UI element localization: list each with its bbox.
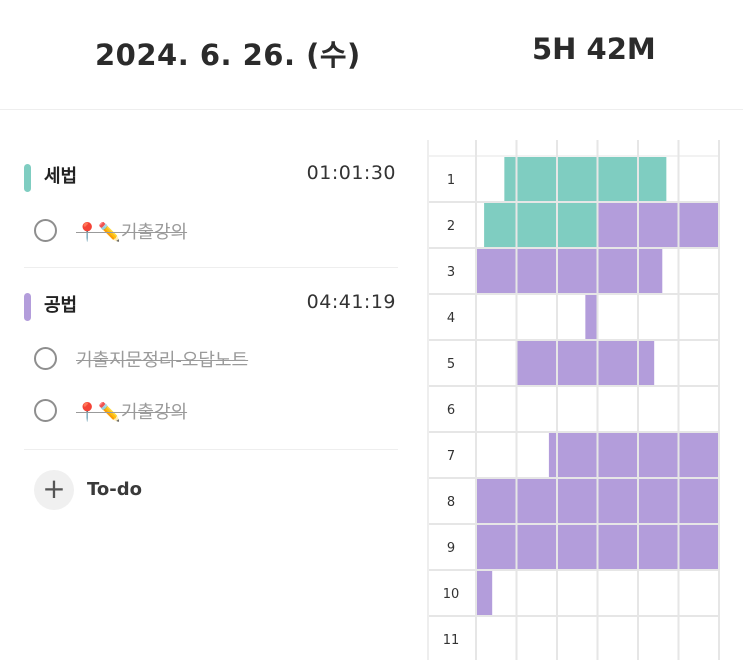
header: 2024. 6. 26. (수) 5H 42M: [0, 0, 743, 110]
hour-label: 11: [443, 633, 460, 648]
timetable-fill: [585, 295, 598, 339]
total-study-time: 5H 42M: [532, 32, 656, 66]
add-todo-label[interactable]: To-do: [87, 479, 142, 500]
category-time: 01:01:30: [306, 162, 396, 184]
divider: [24, 267, 398, 268]
todo-checkbox[interactable]: [34, 219, 57, 242]
hour-label: 2: [447, 219, 455, 234]
category-name[interactable]: 공법: [44, 295, 78, 316]
timetable-fill: [504, 157, 667, 201]
timetable-fill: [476, 249, 663, 293]
timetable-fill: [516, 341, 655, 385]
timetable-fill: [597, 203, 719, 247]
category-time: 04:41:19: [306, 291, 396, 313]
timetable-fill: [476, 571, 493, 615]
category-color-bar: [24, 164, 31, 192]
hour-label: 1: [447, 173, 455, 188]
category-color-bar: [24, 293, 31, 321]
hour-label: 8: [447, 495, 455, 510]
add-todo-button[interactable]: +: [34, 470, 74, 510]
date-title[interactable]: 2024. 6. 26. (수): [95, 38, 361, 72]
todo-item-text[interactable]: 📍✏️기출강의: [76, 222, 188, 243]
timetable-fill: [548, 433, 719, 477]
hour-label: 6: [447, 403, 455, 418]
hour-label: 4: [447, 311, 455, 326]
hour-label: 10: [443, 587, 460, 602]
hour-label: 3: [447, 265, 455, 280]
hour-label: 5: [447, 357, 455, 372]
todo-checkbox[interactable]: [34, 399, 57, 422]
timetable-fill: [484, 203, 598, 247]
todo-item-text[interactable]: 기출지문정리-오답노트: [76, 350, 249, 371]
todo-checkbox[interactable]: [34, 347, 57, 370]
hour-label: 9: [447, 541, 455, 556]
plus-icon: +: [42, 472, 66, 505]
divider: [24, 449, 398, 450]
todo-panel: 세법 01:01:30 📍✏️기출강의 공법 04:41:19 기출지문정리-오…: [0, 110, 420, 660]
todo-item-text[interactable]: 📍✏️기출강의: [76, 402, 188, 423]
category-name[interactable]: 세법: [44, 166, 78, 187]
hour-label: 7: [447, 449, 455, 464]
